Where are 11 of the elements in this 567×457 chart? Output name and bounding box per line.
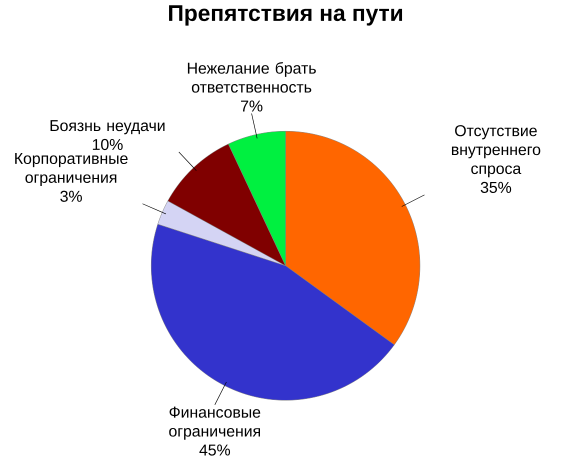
slice-label: Боязнь неудачи [50,120,164,134]
data-label: 45% [199,444,230,456]
data-label: 3% [60,190,82,202]
data-label: 7% [241,100,262,112]
data-label: 35% [480,182,512,193]
chart-title: Препятствия на пути [169,5,402,26]
slice-label: Корпоративные ограничения [15,152,128,186]
slice-label: Отсутствие внутреннего спроса [452,125,540,178]
data-label: 10% [92,138,123,150]
slice-label: Финансовые ограничения [169,406,260,440]
slice-label: Нежелание брать ответственность [188,62,316,93]
